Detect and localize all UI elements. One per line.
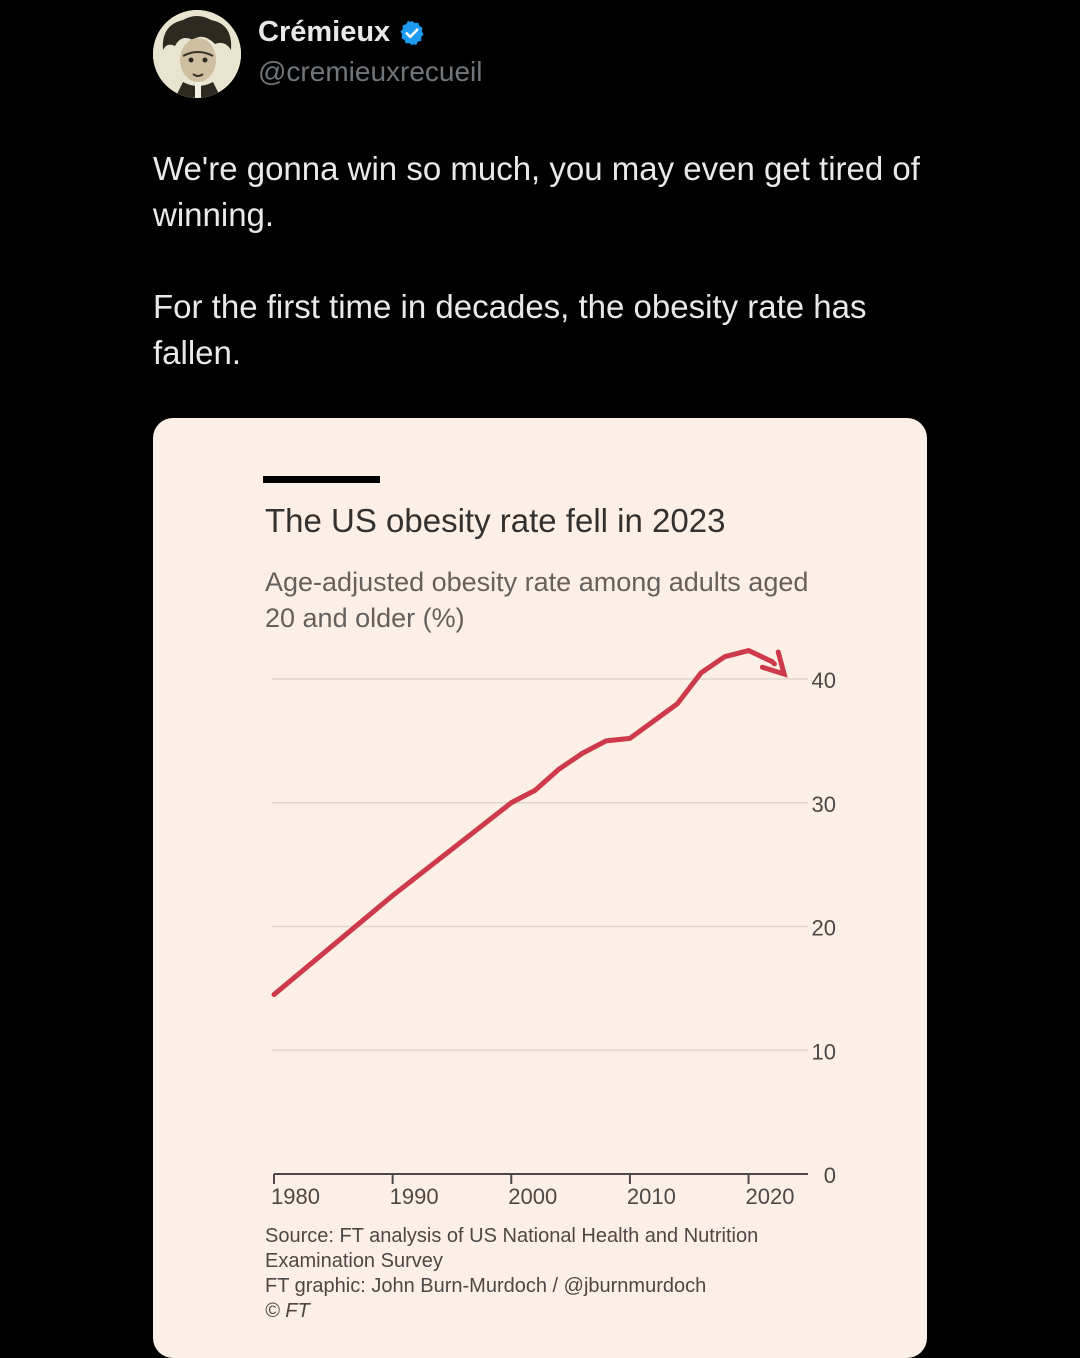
author-handle[interactable]: @cremieuxrecueil bbox=[258, 56, 483, 87]
tweet-paragraph-2: For the first time in decades, the obesi… bbox=[153, 288, 867, 371]
tweet-paragraph-1: We're gonna win so much, you may even ge… bbox=[153, 150, 920, 233]
chart-image-card[interactable]: The US obesity rate fell in 2023 Age-adj… bbox=[153, 418, 927, 1358]
source-line-3: FT graphic: John Burn-Murdoch / @jburnmu… bbox=[265, 1275, 707, 1297]
data-point-2020 bbox=[747, 649, 751, 653]
data-point-2012 bbox=[652, 719, 656, 723]
verified-badge-icon bbox=[400, 20, 424, 45]
data-point-2018 bbox=[723, 655, 727, 659]
chart-subtitle: Age-adjusted obesity rate among adults a… bbox=[265, 567, 809, 633]
author-name-row[interactable]: Crémieux bbox=[258, 16, 426, 49]
data-point-2004 bbox=[557, 767, 561, 771]
data-point-2002 bbox=[533, 788, 537, 792]
line-chart: 0 10 20 30 40 1980 1990 2000 2010 2020 bbox=[271, 648, 836, 1209]
ft-header-rule bbox=[263, 476, 380, 483]
data-point-2008 bbox=[604, 739, 608, 743]
x-tick-label-1990: 1990 bbox=[390, 1184, 439, 1209]
tweet-text: We're gonna win so much, you may even ge… bbox=[153, 146, 933, 422]
data-point-2014 bbox=[675, 702, 679, 706]
data-point-2022 bbox=[770, 660, 774, 664]
data-point-1980 bbox=[272, 993, 276, 997]
data-point-2000 bbox=[509, 801, 513, 805]
source-line-2: Examination Survey bbox=[265, 1250, 443, 1272]
author-name[interactable]: Crémieux bbox=[258, 16, 391, 48]
x-tick-label-2000: 2000 bbox=[508, 1184, 557, 1209]
data-point-2006 bbox=[580, 751, 584, 755]
x-tick-label-2020: 2020 bbox=[746, 1184, 795, 1209]
data-point-2016 bbox=[699, 671, 703, 675]
y-tick-label-0: 0 bbox=[824, 1163, 836, 1188]
series-line-0 bbox=[271, 648, 777, 998]
x-tick-label-2010: 2010 bbox=[627, 1184, 676, 1209]
avatar-image bbox=[153, 10, 241, 98]
data-point-1990 bbox=[391, 894, 395, 898]
source-line-1: Source: FT analysis of US National Healt… bbox=[265, 1225, 759, 1247]
y-tick-label-30: 30 bbox=[812, 792, 836, 817]
y-tick-label-10: 10 bbox=[812, 1039, 836, 1064]
data-point-2023 bbox=[782, 672, 786, 676]
copyright: © FT bbox=[265, 1300, 310, 1322]
chart-source: Source: FT analysis of US National Healt… bbox=[265, 1224, 825, 1324]
avatar[interactable] bbox=[153, 10, 241, 98]
data-point-2010 bbox=[628, 736, 632, 740]
y-tick-label-40: 40 bbox=[812, 668, 836, 693]
chart-title: The US obesity rate fell in 2023 bbox=[265, 502, 726, 539]
x-tick-label-1980: 1980 bbox=[271, 1184, 320, 1209]
y-tick-label-20: 20 bbox=[812, 916, 836, 941]
series-arrowhead-0 bbox=[759, 649, 788, 678]
